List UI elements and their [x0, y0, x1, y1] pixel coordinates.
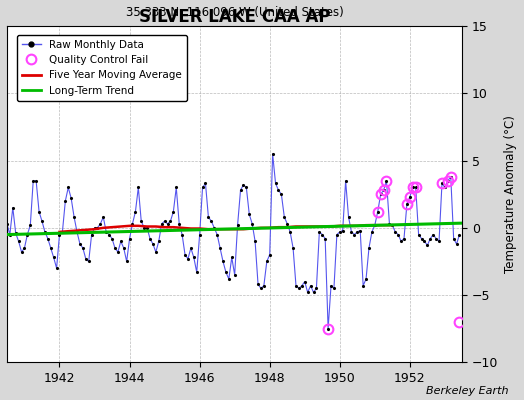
Text: Berkeley Earth: Berkeley Earth [426, 386, 508, 396]
Title: SILVER LAKE CAA AP: SILVER LAKE CAA AP [139, 8, 331, 26]
Y-axis label: Temperature Anomaly (°C): Temperature Anomaly (°C) [504, 115, 517, 273]
Text: 35.333 N, 116.096 W (United States): 35.333 N, 116.096 W (United States) [126, 6, 344, 19]
Legend: Raw Monthly Data, Quality Control Fail, Five Year Moving Average, Long-Term Tren: Raw Monthly Data, Quality Control Fail, … [17, 35, 187, 101]
